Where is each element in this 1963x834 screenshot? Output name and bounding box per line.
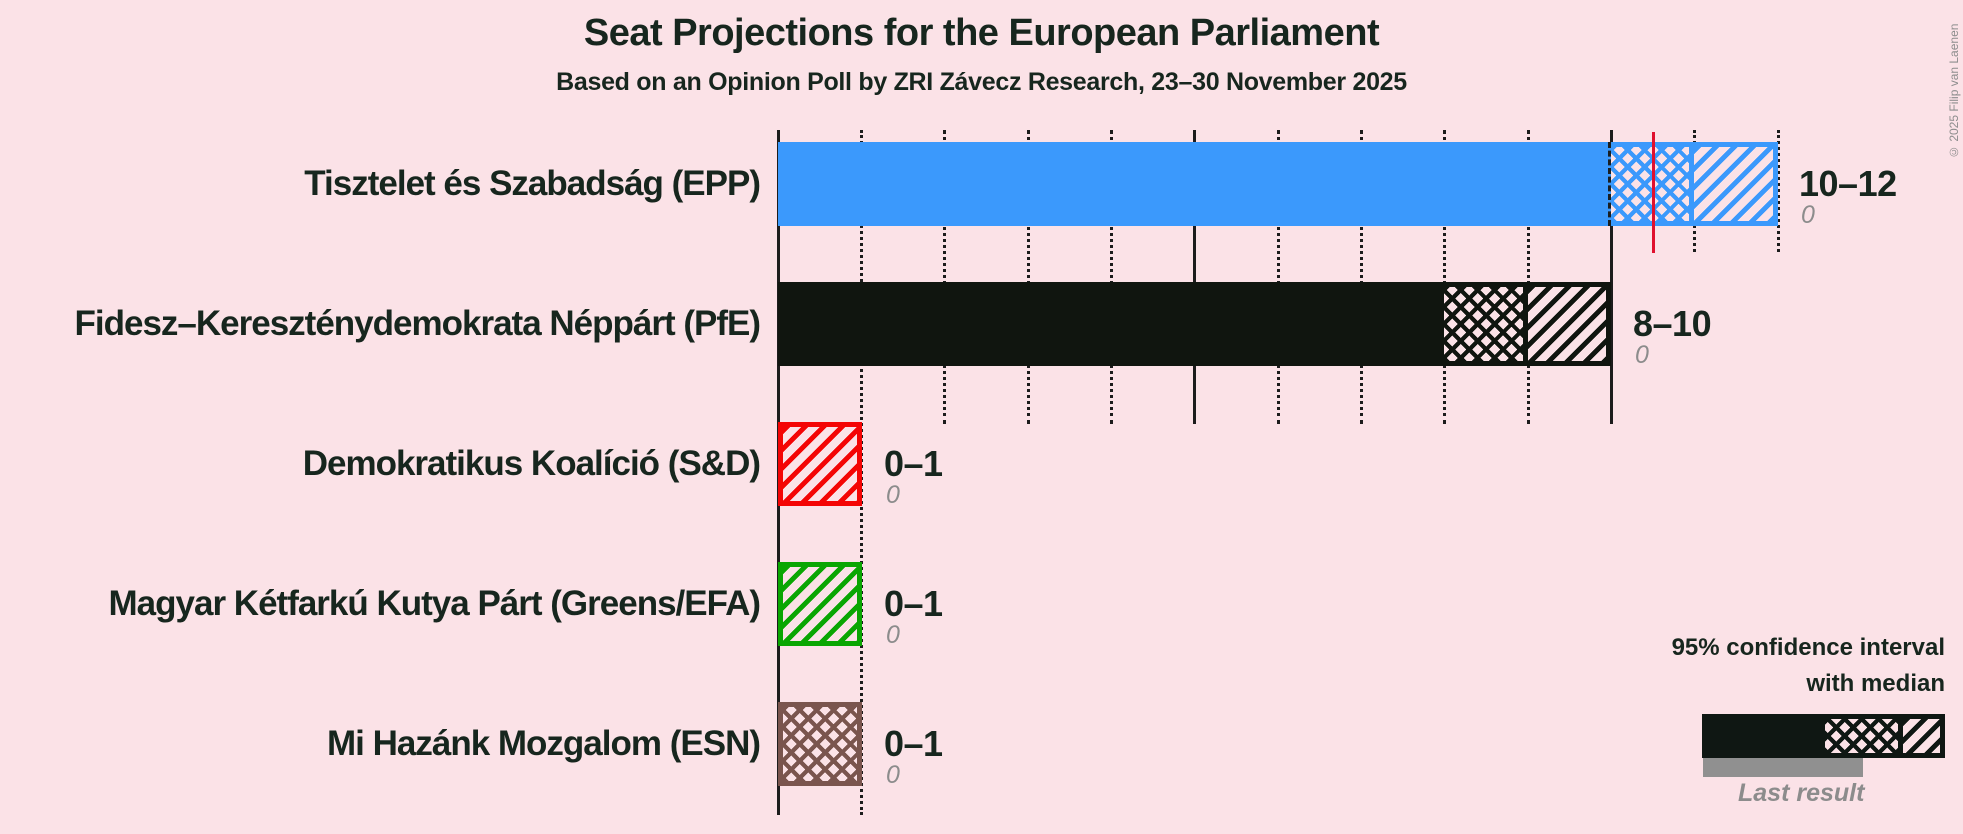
bar-greens-ci — [778, 562, 862, 646]
chart-title: Seat Projections for the European Parlia… — [583, 12, 1380, 54]
party-label-esn: Mi Hazánk Mozgalom (ESN) — [327, 724, 761, 763]
gridline-7 — [1360, 130, 1363, 424]
gridline-6 — [1277, 130, 1280, 424]
party-label-pfe: Fidesz–Kereszténydemokrata Néppárt (PfE) — [74, 304, 762, 343]
gridline-12 — [1777, 130, 1780, 252]
gridline-3 — [1027, 130, 1030, 424]
gridline-10-major — [1610, 130, 1613, 424]
last-result-pfe: 0 — [1635, 341, 1649, 369]
gridline-9 — [1527, 130, 1530, 424]
legend-sample-solid — [1702, 714, 1825, 758]
bar-pfe-ci-low-median — [1444, 282, 1528, 366]
bar-esn-ci — [778, 702, 862, 786]
legend-sample-diagonal — [1903, 714, 1945, 758]
gridline-2 — [943, 130, 946, 424]
legend-ci-line2: with median — [1806, 670, 1945, 697]
value-label-greens: 0–1 — [884, 583, 943, 624]
gridline-4 — [1110, 130, 1113, 424]
gridline-8 — [1443, 130, 1446, 424]
last-result-esn: 0 — [886, 761, 900, 789]
gridline-5-major — [1193, 130, 1196, 424]
value-label-epp: 10–12 — [1799, 163, 1897, 204]
bar-epp-ci-median-high — [1694, 142, 1778, 226]
bar-epp-solid — [778, 142, 1611, 226]
copyright-notice: © 2025 Filip van Laenen — [1947, 23, 1961, 159]
chart-subtitle: Based on an Opinion Poll by ZRI Závecz R… — [556, 68, 1407, 96]
median-marker-epp — [1652, 132, 1655, 253]
party-label-greens: Magyar Kétfarkú Kutya Párt (Greens/EFA) — [108, 584, 761, 623]
legend-sample-crosshatch — [1825, 714, 1903, 758]
bar-pfe-ci-median-high — [1528, 282, 1611, 366]
last-result-epp: 0 — [1801, 201, 1815, 229]
party-label-sd: Demokratikus Koalíció (S&D) — [302, 444, 761, 483]
legend-ci-line1: 95% confidence interval — [1671, 634, 1945, 661]
last-result-sd: 0 — [886, 481, 900, 509]
legend-last-result-label: Last result — [1738, 779, 1865, 807]
value-label-esn: 0–1 — [884, 723, 943, 764]
party-label-epp: Tisztelet és Szabadság (EPP) — [304, 164, 761, 203]
legend-last-result-bar — [1703, 758, 1863, 777]
gridline-10-dashed-overlay — [1608, 142, 1611, 226]
last-result-greens: 0 — [886, 621, 900, 649]
bar-sd-ci — [778, 422, 862, 506]
bar-pfe-solid — [778, 282, 1444, 366]
value-label-sd: 0–1 — [884, 443, 943, 484]
value-label-pfe: 8–10 — [1633, 303, 1712, 344]
